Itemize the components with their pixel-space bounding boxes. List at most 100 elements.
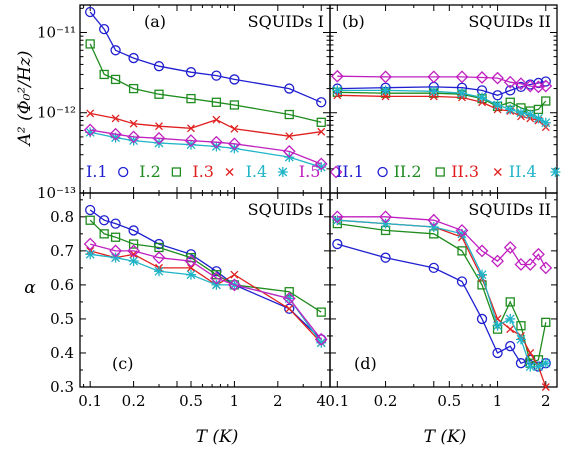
data-point-circle (99, 24, 110, 35)
data-point-star (110, 132, 121, 143)
data-point-star (332, 215, 343, 226)
data-point-diamond (227, 137, 241, 151)
y-tick-label: 0.8 (50, 208, 74, 226)
data-point-star (457, 228, 468, 239)
data-point-square (457, 246, 467, 256)
legend-marker-x (225, 168, 234, 176)
data-point-x (230, 124, 239, 133)
y-tick-label: 10⁻¹¹ (37, 23, 76, 41)
series-line (89, 11, 322, 103)
y-tick-label: 0.7 (50, 242, 74, 260)
data-point-circle (110, 218, 121, 229)
data-point-star (85, 249, 96, 260)
data-point-diamond (314, 157, 328, 171)
data-point-circle (476, 313, 488, 325)
series-I.3 (86, 109, 326, 141)
data-point-diamond (282, 144, 296, 158)
data-point-circle (229, 74, 240, 85)
data-point-star (540, 117, 551, 128)
y-axis-title-bottom: α (24, 278, 36, 298)
y-tick-label: 0.4 (50, 344, 74, 362)
data-point-x (155, 122, 163, 131)
legend-marker-star (550, 167, 561, 177)
panel-letter: (b) (342, 12, 365, 31)
panel-letter: (a) (144, 12, 166, 31)
data-point-star (380, 218, 391, 229)
data-point-x (187, 124, 195, 133)
data-point-square (110, 232, 121, 242)
data-point-circle (332, 238, 343, 250)
data-point-diamond (455, 70, 469, 84)
data-point-circle (284, 83, 295, 94)
data-point-diamond (475, 244, 489, 258)
data-point-x (129, 119, 138, 128)
data-point-diamond (83, 237, 97, 251)
data-point-star (457, 88, 468, 99)
x-tick-label: 0.2 (374, 392, 398, 410)
series-II.4 (332, 215, 551, 372)
data-point-diamond (127, 130, 141, 144)
data-point-diamond (83, 123, 97, 137)
data-point-square (541, 96, 551, 106)
x-tick-label: 2 (541, 392, 551, 410)
data-point-square (99, 69, 109, 80)
data-point-square (316, 307, 326, 317)
data-point-diamond (503, 75, 517, 89)
data-point-star (316, 162, 327, 173)
data-point-star (85, 127, 96, 138)
data-point-x (526, 349, 535, 357)
data-point-x (285, 132, 294, 141)
series-I.1 (85, 204, 327, 345)
data-point-circle (211, 70, 222, 81)
data-point-circle (505, 341, 516, 352)
data-point-x (111, 114, 120, 123)
data-point-diamond (475, 71, 489, 84)
data-point-square (99, 229, 109, 239)
legend-marker-diamond (329, 165, 343, 179)
data-point-circle (492, 90, 503, 101)
data-point-diamond (282, 292, 296, 305)
legend-label: II.2 (394, 162, 422, 181)
data-point-diamond (491, 254, 504, 268)
data-point-star (153, 266, 164, 277)
legend-label: II.4 (509, 162, 537, 181)
series-I.2 (85, 39, 326, 127)
y-tick-label: 0.5 (50, 310, 74, 328)
data-point-x (86, 109, 95, 118)
series-line (90, 129, 322, 165)
data-point-circle (128, 52, 139, 64)
data-point-star (515, 334, 526, 345)
series-I.5 (83, 123, 328, 171)
data-point-circle (185, 67, 197, 78)
x-axis-title-right: T (K) (424, 427, 467, 447)
data-point-square (316, 117, 326, 127)
data-point-square (154, 89, 164, 99)
data-point-circle (128, 225, 139, 236)
legend-marker-x (493, 168, 502, 176)
series-II.5 (330, 210, 553, 275)
data-point-diamond (503, 241, 517, 254)
data-point-circle (153, 61, 165, 72)
data-point-diamond (152, 251, 166, 265)
legend-marker-circle (118, 166, 129, 178)
data-point-star (128, 256, 139, 267)
data-point-star (525, 109, 536, 120)
data-point-star (185, 139, 196, 150)
legend-label: I.4 (246, 162, 268, 181)
data-point-star (110, 252, 121, 263)
x-tick-label: 0.1 (325, 392, 349, 410)
y-tick-label: 10⁻¹² (37, 104, 76, 122)
data-point-square (229, 100, 240, 110)
data-point-circle (428, 262, 439, 274)
data-point-square (477, 280, 487, 290)
data-point-star (229, 143, 240, 154)
data-point-x (285, 304, 294, 313)
data-point-circle (492, 347, 503, 359)
data-point-square (85, 215, 95, 225)
panel-title: SQUIDs II (468, 200, 551, 219)
legend-marker-circle (377, 166, 388, 178)
series-line (337, 222, 547, 365)
plot-frame (329, 192, 558, 388)
series-II.2 (332, 218, 551, 368)
legend-label: I.3 (192, 162, 214, 181)
